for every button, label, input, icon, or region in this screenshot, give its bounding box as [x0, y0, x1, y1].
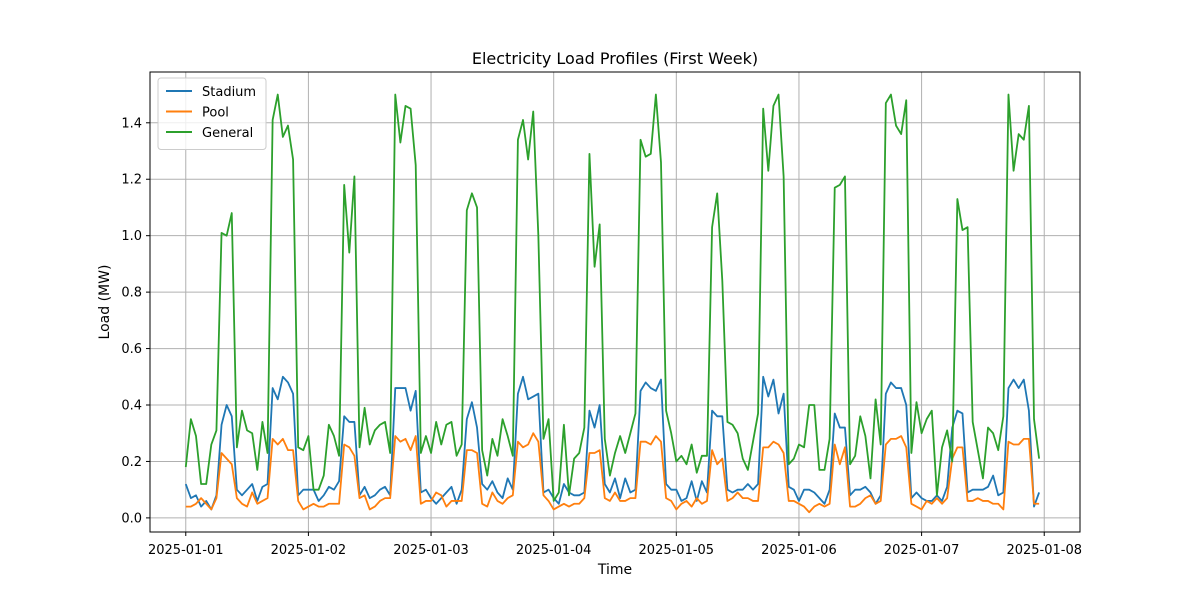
x-tick-label: 2025-01-06 [761, 543, 837, 558]
y-tick-label: 0.0 [121, 511, 142, 526]
series-line-general [184, 93, 1041, 502]
y-tick-label: 1.4 [121, 116, 142, 131]
y-axis: 0.0 0.2 0.4 0.6 0.8 1.0 1.2 1.4 [121, 116, 150, 526]
legend: Stadium Pool General [157, 77, 267, 150]
x-tick-label: 2025-01-02 [271, 543, 347, 558]
x-axis-label: Time [597, 562, 632, 578]
x-axis: 2025-01-01 2025-01-02 2025-01-03 2025-01-04… [148, 532, 1082, 558]
y-tick-label: 0.2 [121, 455, 142, 470]
legend-label-stadium: Stadium [202, 85, 256, 100]
plot-frame [149, 71, 1081, 533]
legend-label-pool: Pool [202, 106, 229, 121]
y-axis-label: Load (MW) [97, 265, 113, 340]
grid [150, 72, 1080, 532]
y-tick-label: 0.8 [121, 286, 142, 301]
x-tick-label: 2025-01-08 [1006, 543, 1082, 558]
x-tick-label: 2025-01-07 [884, 543, 960, 558]
legend-label-general: General [202, 126, 253, 141]
series-line-pool [185, 432, 1040, 514]
x-tick-label: 2025-01-05 [639, 543, 715, 558]
series-line-stadium [184, 375, 1040, 511]
y-tick-label: 1.2 [121, 173, 142, 188]
y-tick-label: 0.4 [121, 399, 142, 414]
x-tick-label: 2025-01-03 [393, 543, 469, 558]
x-tick-label: 2025-01-04 [516, 543, 592, 558]
series-lines [184, 93, 1041, 514]
x-tick-label: 2025-01-01 [148, 543, 224, 558]
y-tick-label: 0.6 [121, 342, 142, 357]
y-tick-label: 1.0 [121, 229, 142, 244]
chart-title: Electricity Load Profiles (First Week) [472, 49, 758, 68]
